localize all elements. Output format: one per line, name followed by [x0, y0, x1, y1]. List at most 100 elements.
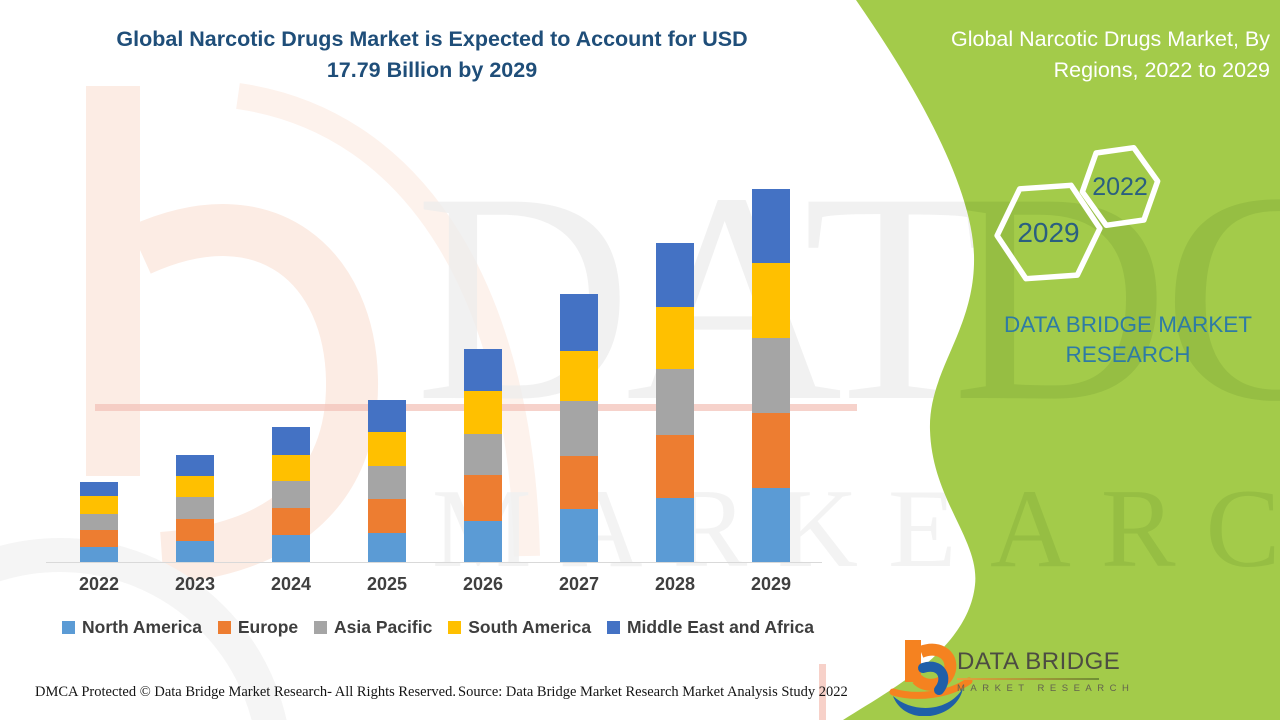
bar-segment: [752, 188, 790, 263]
logo-title: DATA BRIDGE: [957, 648, 1121, 675]
panel-watermark-row2: ARCH: [990, 467, 1280, 591]
bar-segment: [80, 529, 118, 547]
bar-segment: [368, 400, 406, 433]
legend-item: Europe: [217, 617, 299, 638]
bar-segment: [752, 337, 790, 413]
bar-segment: [176, 519, 214, 542]
logo-subtitle: MARKET RESEARCH: [957, 683, 1135, 694]
legend-swatch: [606, 621, 620, 634]
bar-segment: [176, 455, 214, 477]
bar-segment: [752, 262, 790, 338]
bar-segment: [368, 499, 406, 534]
panel-watermark-row1: DGE: [952, 131, 1280, 463]
bar-2022: [80, 481, 118, 562]
side-panel-background: [843, 0, 1280, 720]
plot-area: 2022 2023 2024 2025 2026 2027 2028 2029: [46, 188, 822, 594]
side-panel-title-line1: Global Narcotic Drugs Market, By: [950, 27, 1270, 51]
bar-segment: [80, 481, 118, 496]
bar-2029: [752, 188, 790, 562]
legend-item: Asia Pacific: [314, 617, 432, 638]
legend-item: Middle East and Africa: [606, 617, 814, 638]
bar-2023: [176, 455, 214, 562]
bar-segment: [272, 507, 310, 535]
legend-item: North America: [62, 617, 202, 638]
x-axis-label: 2027: [558, 574, 600, 594]
bar-segment: [560, 455, 598, 509]
hexagon-2022: [1079, 144, 1161, 229]
year-hexagons: 2029 2022: [994, 144, 1161, 282]
bar-segment: [560, 400, 598, 456]
source-note: Source: Data Bridge Market Research Mark…: [458, 684, 848, 700]
side-panel-title-line2: Regions, 2022 to 2029: [1053, 58, 1270, 82]
side-panel-title: Global Narcotic Drugs Market, By Regions…: [880, 24, 1270, 86]
bar-2027: [560, 293, 598, 562]
bar-segment: [176, 476, 214, 497]
bar-segment: [80, 546, 118, 562]
x-axis-label: 2023: [174, 574, 216, 594]
bar-segment: [752, 487, 790, 562]
legend-label: North America: [82, 617, 202, 637]
bar-segment: [656, 306, 694, 369]
logo-underline: [957, 678, 1099, 680]
side-panel-watermark: DGE ARCH: [952, 131, 1280, 591]
x-axis-label: 2022: [78, 574, 120, 594]
bar-segment: [272, 480, 310, 508]
legend-label: Middle East and Africa: [626, 617, 814, 637]
bar-segment: [176, 541, 214, 562]
bar-segment: [656, 434, 694, 499]
bar-segment: [272, 426, 310, 455]
bar-segment: [368, 533, 406, 562]
hexagon-2029-label: 2029: [1017, 217, 1079, 248]
bar-segment: [176, 496, 214, 519]
bar-2025: [368, 400, 406, 562]
legend-swatch: [62, 621, 75, 634]
chart-title-line2: 17.79 Billion by 2029: [326, 58, 538, 82]
legend-label: South America: [468, 617, 592, 637]
legend-swatch: [448, 621, 462, 634]
x-axis-label: 2024: [270, 574, 312, 594]
bar-2028: [656, 242, 694, 562]
bar-segment: [560, 508, 598, 562]
hexagon-2022-label: 2022: [1092, 173, 1148, 201]
watermark-logo-outer-arc: [236, 83, 540, 557]
bar-segment: [464, 348, 502, 391]
panel-brand-text: DATA BRIDGE MARKET RESEARCH: [988, 310, 1268, 370]
legend-swatch: [217, 621, 231, 634]
chart-title: Global Narcotic Drugs Market is Expected…: [62, 24, 802, 86]
bar-segment: [656, 242, 694, 307]
bar-segment: [368, 466, 406, 500]
bar-segment: [368, 432, 406, 467]
bar-segment: [464, 520, 502, 562]
bar-segment: [464, 433, 502, 475]
legend-label: Asia Pacific: [334, 617, 433, 637]
dbmr-logo-icon: [889, 640, 973, 716]
x-axis-label: 2025: [366, 574, 408, 594]
legend: North America Europe Asia Pacific South Ame…: [62, 617, 814, 638]
x-axis-label: 2026: [462, 574, 504, 594]
bar-segment: [560, 350, 598, 401]
bar-2026: [464, 348, 502, 562]
watermark-circle: [0, 538, 287, 720]
bar-segment: [80, 513, 118, 530]
legend-item: South America: [448, 617, 591, 638]
bar-segment: [464, 474, 502, 521]
bar-segment: [560, 293, 598, 351]
legend-label: Europe: [237, 617, 299, 637]
watermark-logo-bowl: [129, 204, 379, 584]
bar-segment: [464, 390, 502, 434]
x-axis-label: 2029: [750, 574, 792, 594]
panel-brand-line2: RESEARCH: [1065, 342, 1191, 367]
bar-segment: [656, 498, 694, 562]
bar-2024: [272, 426, 310, 562]
watermark-swoosh-tip: [819, 664, 826, 720]
chart-title-line1: Global Narcotic Drugs Market is Expected…: [116, 27, 748, 51]
bar-segment: [272, 454, 310, 481]
legend-swatch: [314, 621, 328, 634]
x-axis-label: 2028: [654, 574, 696, 594]
bar-segment: [80, 495, 118, 514]
panel-brand-line1: DATA BRIDGE MARKET: [1004, 312, 1252, 337]
dmca-notice: DMCA Protected © Data Bridge Market Rese…: [35, 684, 456, 700]
x-axis-line: [46, 562, 822, 563]
